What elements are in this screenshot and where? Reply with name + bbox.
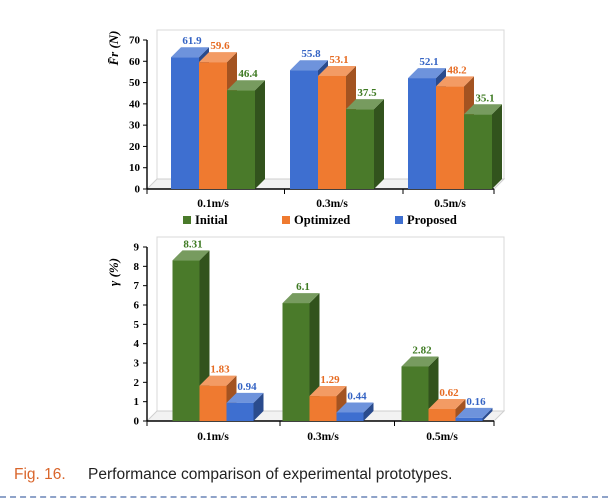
chart-1-bar-initial-0-3m-s-top [346, 99, 384, 110]
chart-1-category-label: 0.5m/s [434, 198, 466, 210]
chart-2-data-label: 8.31 [183, 238, 202, 250]
chart-1-category-label: 0.1m/s [197, 198, 229, 210]
chart-1-data-label: 52.1 [419, 56, 438, 68]
chart-1-y-tick-label: 60 [129, 56, 141, 68]
figure-caption: Fig. 16. Performance comparison of exper… [14, 466, 452, 484]
chart-1-bar-proposed-0-1m-s [171, 57, 199, 190]
chart-1-bar-proposed-0-3m-s [290, 70, 318, 189]
chart-2-bar-proposed-0-1m-s [226, 402, 254, 421]
chart-2-bar-optimized-0-5m-s [428, 409, 456, 421]
chart-1-bar-proposed-0-1m-s-top [171, 47, 209, 58]
chart-1-bar-proposed-0-3m-s-top [290, 60, 328, 71]
chart-2-bar-initial-0-1m-s [172, 260, 200, 421]
chart-2-y-tick-label: 2 [134, 377, 140, 389]
figure-number: Fig. 16. [14, 466, 66, 483]
chart-2-bar-proposed-0-3m-s-side [363, 402, 374, 421]
chart-1-legend-swatch-initial [183, 216, 191, 224]
chart-2-bar-proposed-0-3m-s-top [336, 402, 374, 413]
chart-1-legend-swatch-optimized [282, 216, 290, 224]
chart-2-y-tick-label: 3 [134, 358, 140, 370]
chart-2-y-tick-label: 4 [134, 338, 140, 350]
chart-2-y-tick-label: 9 [134, 242, 140, 254]
chart-1-bar-initial-0-5m-s-top [464, 104, 502, 115]
chart-2-bar-proposed-0-5m-s-side [482, 407, 493, 421]
chart-1-y-tick-label: 30 [129, 120, 141, 132]
chart-1-bar-initial-0-5m-s [464, 114, 492, 189]
chart-1-legend-label-initial: Initial [195, 213, 228, 227]
chart-2-data-label: 1.83 [210, 364, 230, 376]
chart-2-data-label: 0.94 [237, 381, 257, 393]
chart-1-bar-initial-0-1m-s [227, 90, 255, 189]
caption-text: Performance comparison of experimental p… [88, 466, 453, 483]
chart-2-y-axis-label: γ (%) [106, 258, 121, 286]
chart-2-category-label: 0.5m/s [426, 431, 458, 443]
chart-2-bar-optimized-0-5m-s-top [428, 399, 466, 410]
chart-1-data-label: 48.2 [447, 64, 467, 76]
chart-1-bar-proposed-0-5m-s [408, 78, 436, 189]
chart-2-data-label: 0.44 [347, 390, 367, 402]
chart-2-y-tick-label: 8 [134, 261, 140, 273]
chart-1-y-tick-label: 70 [129, 35, 141, 47]
chart-2-bar-initial-0-5m-s [401, 366, 429, 421]
chart-1-bar-optimized-0-1m-s-top [199, 52, 237, 63]
chart-1-data-label: 61.9 [182, 35, 202, 47]
chart-1-data-label: 59.6 [210, 40, 230, 52]
chart-2-bar-initial-0-3m-s [282, 303, 310, 421]
dashed-divider [0, 496, 608, 498]
chart-1-y-tick-label: 20 [129, 141, 141, 153]
chart-1-y-tick-label: 40 [129, 98, 141, 110]
chart-1-y-tick-label: 10 [129, 162, 141, 174]
chart-1-bar-initial-0-1m-s-top [227, 80, 265, 91]
chart-1-data-label: 55.8 [301, 48, 321, 60]
chart-1-bar-initial-0-5m-s-side [492, 104, 502, 189]
chart-2-data-label: 0.16 [466, 396, 486, 408]
chart-2-data-label: 6.1 [296, 281, 310, 293]
chart-2-category-label: 0.3m/s [307, 431, 339, 443]
chart-1-legend-label-optimized: Optimized [294, 213, 350, 227]
chart-2-data-label: 2.82 [412, 344, 432, 356]
chart-1-bar-optimized-0-5m-s [436, 86, 464, 189]
chart-2-bar-proposed-0-5m-s [455, 417, 483, 421]
chart-1-bar-initial-0-3m-s-side [374, 99, 384, 189]
chart-2-y-tick-label: 1 [134, 396, 140, 408]
chart-2-y-tick-label: 0 [134, 416, 140, 428]
chart-1-legend-label-proposed: Proposed [407, 213, 457, 227]
chart-2-bar-proposed-0-3m-s [336, 412, 364, 421]
chart-2-bar-initial-0-3m-s-top [282, 293, 320, 304]
chart-2-bar-proposed-0-5m-s-top [455, 407, 493, 418]
chart-1-bar-proposed-0-5m-s-top [408, 68, 446, 79]
chart-1-category-label: 0.3m/s [316, 198, 348, 210]
chart-1-data-label: 35.1 [475, 92, 494, 104]
chart-1-bar-initial-0-3m-s [346, 109, 374, 189]
chart-2-bar-optimized-0-3m-s-top [309, 386, 347, 397]
chart-2-category-label: 0.1m/s [197, 431, 229, 443]
chart-2-bar-initial-0-1m-s-top [172, 250, 210, 261]
chart-1-bar-optimized-0-3m-s-top [318, 65, 356, 76]
chart-2-y-tick-label: 7 [134, 280, 140, 292]
chart-2-bar-proposed-0-1m-s-top [226, 392, 264, 403]
chart-1-bar-optimized-0-5m-s-top [436, 76, 474, 87]
chart-1-y-tick-label: 0 [135, 184, 141, 196]
chart-2-y-tick-label: 6 [134, 300, 140, 312]
chart-1-y-tick-label: 50 [129, 77, 141, 89]
chart-1-data-label: 53.1 [329, 54, 348, 66]
chart-2-bar-initial-0-5m-s-top [401, 356, 439, 367]
chart-1-bar-initial-0-1m-s-side [255, 80, 265, 189]
chart-2-data-label: 0.62 [439, 387, 459, 399]
chart-1-bar-optimized-0-1m-s [199, 62, 227, 189]
chart-2-data-label: 1.29 [320, 374, 340, 386]
chart-1-data-label: 37.5 [357, 87, 377, 99]
chart-2-bar-optimized-0-1m-s-top [199, 375, 237, 386]
chart-2-bar-optimized-0-3m-s [309, 396, 337, 421]
chart-2-bar-optimized-0-1m-s [199, 385, 227, 421]
chart-1-legend-swatch-proposed [395, 216, 403, 224]
chart-2-y-tick-label: 5 [134, 319, 140, 331]
chart-1-data-label: 46.4 [238, 68, 258, 80]
chart-1-y-axis-label: F̄r (N) [106, 30, 121, 66]
chart-1-bar-optimized-0-3m-s [318, 75, 346, 189]
chart-2-bar-proposed-0-1m-s-side [253, 392, 264, 421]
